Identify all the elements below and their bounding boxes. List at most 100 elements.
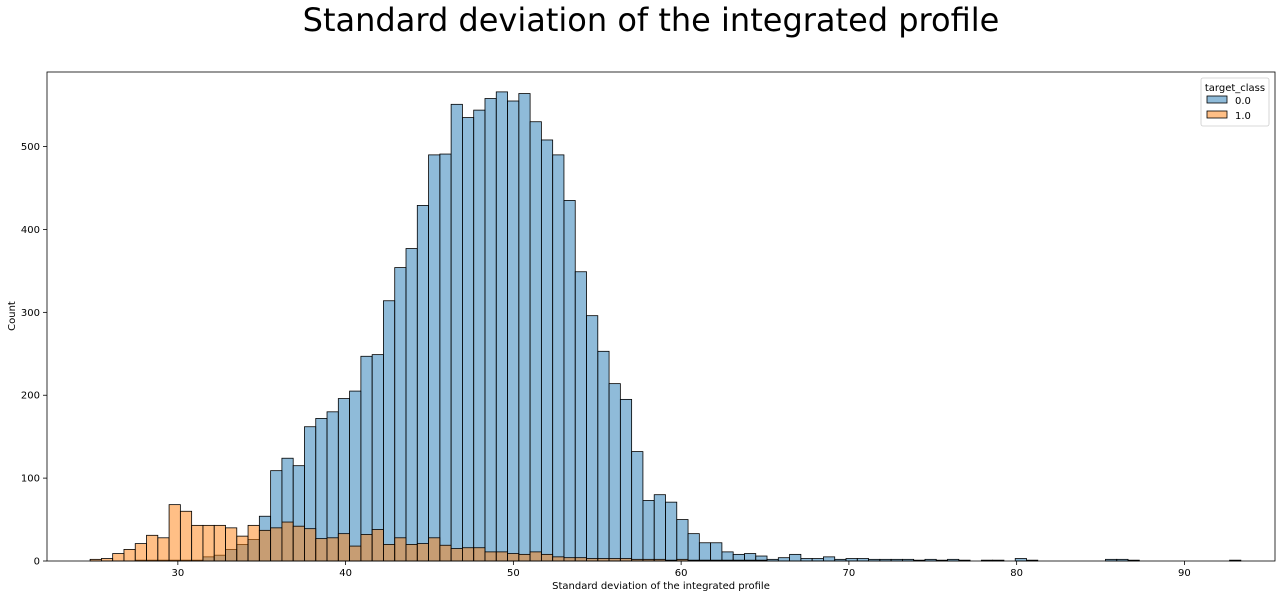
bar-series1-bin-32 [450, 548, 463, 562]
bar-series1-bin-14 [247, 524, 260, 562]
bar-series1-bin-11 [213, 524, 226, 562]
bar-series0-bin-36 [495, 91, 508, 562]
bar-series1-bin-3 [123, 548, 136, 562]
series-1-bars [89, 504, 768, 562]
bar-series1-bin-18 [292, 525, 305, 562]
plot-area [47, 72, 1275, 561]
bar-series0-bin-54 [698, 542, 712, 562]
bar-series0-bin-48 [631, 451, 644, 562]
bar-series1-bin-22 [337, 533, 350, 562]
bar-series1-bin-13 [236, 535, 249, 562]
bar-series0-bin-29 [416, 205, 429, 562]
plot-frame [46, 71, 1276, 562]
bar-series0-bin-32 [450, 103, 463, 562]
bar-series1-bin-38 [518, 553, 531, 562]
bar-series0-bin-35 [484, 98, 497, 562]
bar-series0-bin-61 [777, 557, 790, 562]
bar-series1-bin-36 [495, 551, 508, 562]
bar-series1-bin-33 [462, 547, 475, 562]
bar-series0-bin-55 [710, 542, 723, 562]
x-tick-label: 50 [507, 568, 520, 579]
bar-series1-bin-29 [416, 543, 429, 562]
legend-swatch-0 [1206, 95, 1228, 104]
y-tick-label: 300 [21, 308, 40, 319]
bar-series1-bin-42 [563, 557, 576, 562]
bar-series1-bin-28 [405, 544, 418, 562]
bar-series0-bin-28 [405, 248, 418, 562]
bar-series0-bin-41 [552, 154, 565, 562]
bar-series1-bin-17 [281, 521, 294, 562]
y-tick-label: 400 [21, 225, 40, 236]
x-tick-label: 70 [843, 568, 856, 579]
bar-series0-bin-47 [619, 398, 633, 562]
bar-series1-bin-41 [552, 556, 565, 562]
y-tick-label: 200 [21, 391, 40, 402]
bar-series1-bin-26 [383, 544, 396, 562]
bar-series1-bin-19 [304, 528, 317, 562]
bar-series1-bin-31 [439, 544, 452, 562]
x-tick-label: 80 [1010, 568, 1023, 579]
bar-series0-bin-50 [653, 494, 666, 562]
bar-series0-bin-33 [462, 117, 475, 562]
bar-series0-bin-62 [789, 553, 802, 562]
bar-series0-bin-39 [529, 121, 542, 562]
bar-series1-bin-5 [146, 534, 159, 562]
bar-series1-bin-40 [540, 553, 554, 562]
bar-series1-bin-35 [484, 551, 497, 562]
y-tick-label: 0 [34, 557, 40, 568]
y-axis-ticks: 0 100 200 300 400 500 [21, 142, 47, 568]
bar-series1-bin-15 [258, 529, 272, 562]
x-axis-ticks: 30 40 50 60 70 80 90 [171, 561, 1191, 579]
bar-series1-bin-6 [157, 537, 170, 562]
bar-series1-bin-25 [371, 529, 384, 562]
bar-series1-bin-21 [326, 537, 339, 562]
bar-series0-bin-44 [586, 315, 599, 562]
bar-series1-bin-10 [202, 524, 215, 562]
bar-series0-bin-45 [597, 350, 610, 562]
y-tick-label: 100 [21, 474, 40, 485]
bar-series0-bin-26 [383, 300, 396, 562]
legend-title: target_class [1205, 83, 1265, 94]
x-axis-label: Standard deviation of the integrated pro… [552, 581, 770, 592]
bar-series0-bin-49 [642, 500, 655, 562]
bar-series0-bin-31 [439, 153, 452, 562]
bar-series0-bin-30 [428, 154, 441, 562]
bar-series0-bin-65 [823, 556, 836, 562]
bar-series0-bin-43 [574, 271, 587, 562]
bar-series1-bin-24 [360, 534, 373, 562]
legend-label-0: 0.0 [1235, 96, 1251, 107]
bar-series1-bin-34 [473, 547, 486, 562]
bar-series1-bin-39 [529, 551, 542, 562]
bar-series0-bin-27 [394, 267, 407, 562]
bar-series0-bin-38 [518, 93, 531, 562]
bar-series1-bin-8 [179, 510, 193, 562]
legend: target_class 0.0 1.0 [1200, 77, 1270, 127]
bar-series1-bin-20 [315, 538, 328, 562]
bar-series1-bin-16 [270, 527, 283, 562]
bar-series0-bin-52 [676, 519, 689, 562]
bar-series1-bin-43 [574, 557, 587, 562]
bar-series0-bin-53 [687, 533, 700, 562]
bar-series0-bin-24 [360, 355, 373, 562]
bar-series0-bin-42 [563, 200, 576, 562]
bar-series1-bin-23 [349, 545, 362, 562]
bar-series1-bin-4 [134, 543, 147, 562]
bar-series1-bin-37 [507, 553, 520, 562]
x-tick-label: 60 [675, 568, 688, 579]
bar-series1-bin-27 [394, 537, 407, 562]
bar-series0-bin-56 [721, 551, 734, 562]
y-tick-label: 500 [21, 142, 40, 153]
x-tick-label: 90 [1178, 568, 1191, 579]
bar-series0-bin-51 [665, 501, 678, 562]
bar-series1-bin-12 [225, 527, 238, 562]
bar-series1-bin-30 [428, 537, 441, 562]
bar-series1-bin-2 [112, 553, 125, 562]
x-tick-label: 40 [339, 568, 352, 579]
chart-title: Standard deviation of the integrated pro… [303, 1, 1000, 39]
y-axis-label: Count [7, 301, 18, 331]
legend-swatch-1 [1206, 110, 1228, 119]
bar-series1-bin-9 [191, 524, 204, 562]
series-0-bars [134, 91, 1242, 562]
bar-series0-bin-34 [473, 109, 486, 562]
